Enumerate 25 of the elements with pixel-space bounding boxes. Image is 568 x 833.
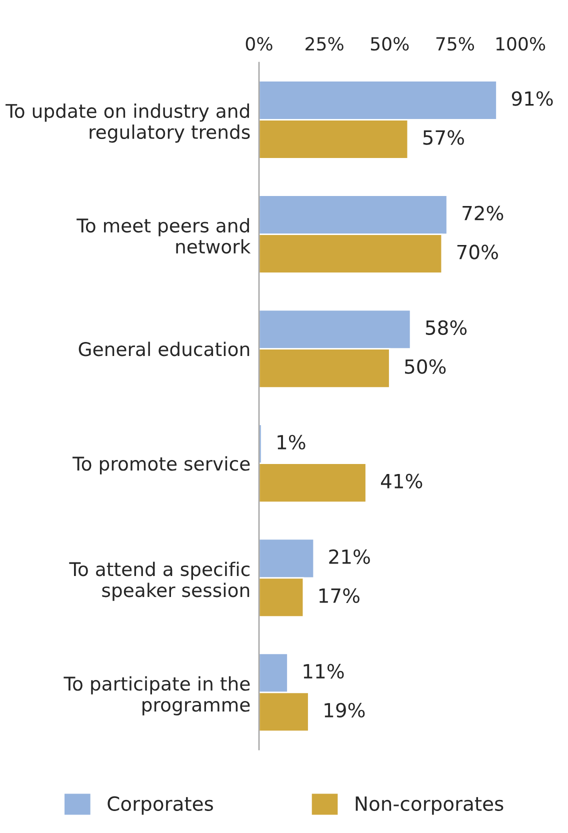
y-tick-label: To participate in the programme [64, 676, 250, 716]
x-tick-label: 25% [306, 36, 344, 51]
y-tick-label: To update on industry and regulatory trends [6, 104, 250, 143]
y-tick-label: General education [78, 342, 250, 356]
data-label: 11% [304, 664, 344, 679]
legend-label: Non-corporates [356, 796, 504, 815]
data-label: 70% [457, 244, 498, 260]
data-label: 58% [426, 320, 467, 335]
data-label: 72% [462, 206, 504, 220]
data-label: 41% [380, 474, 422, 488]
data-label: 19% [324, 702, 365, 718]
y-tick-label: To meet peers and network [76, 218, 251, 254]
x-tick-label: 0% [246, 36, 272, 51]
y-tick-label: To attend a specific speaker session [69, 562, 250, 601]
data-label: 50% [405, 359, 446, 374]
y-tick-label: To promote service [72, 456, 250, 474]
legend-label: Corporates [108, 796, 213, 815]
data-label: 1% [278, 434, 306, 450]
x-tick-label: 50% [370, 36, 409, 51]
data-label: 17% [319, 588, 360, 604]
data-label: 57% [423, 130, 464, 145]
data-label: 91% [512, 91, 553, 106]
x-tick-label: 75% [436, 36, 474, 51]
data-label: 21% [329, 549, 370, 564]
x-tick-label: 100% [496, 36, 546, 51]
